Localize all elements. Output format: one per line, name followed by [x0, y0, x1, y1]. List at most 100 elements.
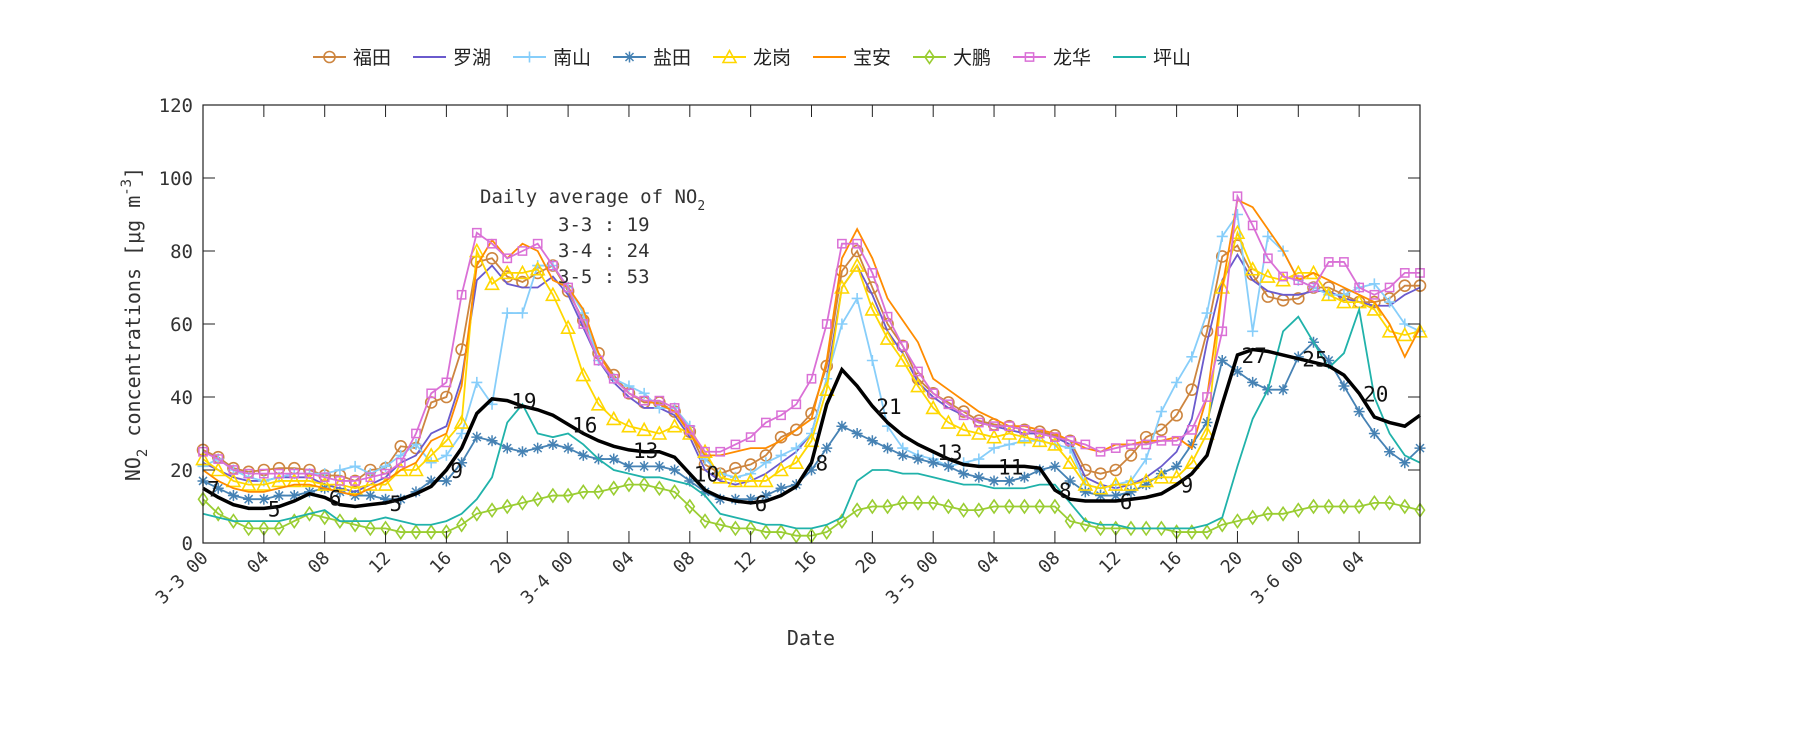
data-point [301, 472, 318, 488]
data-point [304, 505, 315, 522]
data-point [471, 505, 483, 522]
data-point [1047, 436, 1063, 451]
y-axis-label: NO2 concentrations [μg m-3] [119, 167, 151, 481]
data-point [758, 472, 774, 488]
data-point [608, 480, 620, 497]
data-point [788, 454, 805, 469]
data-point [1320, 286, 1337, 302]
data-point [666, 418, 683, 433]
data-point [577, 449, 589, 461]
data-point [364, 490, 376, 502]
data-point [1062, 454, 1078, 469]
data-point [760, 524, 772, 540]
series-龙岗 [195, 224, 1428, 495]
data-point [1247, 376, 1259, 388]
mean-data-label: 21 [876, 395, 901, 419]
mean-data-label: 7 [207, 477, 220, 501]
series-line [202, 198, 1421, 497]
data-point [380, 493, 392, 505]
legend-item-南山: 南山 [513, 47, 591, 69]
data-point [1339, 257, 1349, 267]
y-tick-label: 80 [170, 241, 193, 263]
data-point [256, 476, 272, 491]
data-point [547, 438, 559, 450]
x-tick-label: 3-3 00 [152, 548, 213, 609]
data-point [456, 457, 468, 469]
data-point [638, 460, 650, 472]
data-point [715, 446, 726, 457]
daily-average-annotation: Daily average of NO2 3-3 : 19 3-4 : 24 3… [480, 186, 705, 288]
data-point [425, 524, 437, 540]
data-point [669, 464, 681, 476]
data-point [851, 428, 863, 439]
data-point [1277, 384, 1289, 396]
series-line [202, 340, 1421, 501]
data-point [1338, 380, 1350, 392]
data-point [730, 439, 741, 450]
data-point [1368, 428, 1380, 439]
data-point [438, 432, 455, 448]
legend-marker [721, 48, 738, 64]
data-point [760, 417, 771, 428]
data-point [837, 238, 847, 249]
annotation-line-2: 3-4 : 24 [558, 240, 650, 262]
data-point [1125, 486, 1137, 498]
data-point [502, 253, 513, 264]
data-point [927, 494, 939, 511]
data-point [927, 457, 939, 469]
data-point [273, 520, 285, 537]
data-point [319, 509, 331, 526]
data-point [395, 457, 406, 468]
data-point [377, 476, 394, 491]
data-point [562, 487, 574, 504]
data-point [1354, 282, 1365, 293]
data-point [653, 480, 665, 497]
data-point [712, 469, 729, 484]
data-point [1247, 220, 1258, 231]
data-point [332, 476, 348, 491]
data-point [1064, 513, 1076, 530]
data-point [1292, 292, 1305, 305]
mean-data-label: 9 [450, 459, 463, 483]
data-point [380, 468, 391, 479]
data-point [1292, 502, 1304, 519]
data-point [988, 475, 1000, 487]
data-point [212, 505, 224, 522]
legend-item-龙华: 龙华 [1013, 47, 1091, 69]
x-tick-label: 08 [669, 548, 699, 578]
data-point [225, 472, 242, 488]
data-point [213, 454, 224, 464]
data-point [1232, 191, 1243, 202]
data-point [621, 418, 637, 433]
data-point [806, 464, 817, 476]
data-point [240, 476, 257, 491]
x-tick-label: 08 [1034, 548, 1064, 578]
data-point [532, 238, 543, 249]
data-point [897, 494, 909, 511]
data-point [440, 475, 452, 487]
data-point [790, 527, 802, 544]
data-point [973, 471, 985, 483]
legend-marker [1024, 52, 1035, 62]
data-point [790, 442, 802, 454]
data-point [578, 319, 589, 329]
data-point [1031, 432, 1048, 448]
data-point [1293, 275, 1304, 286]
data-point [514, 264, 531, 280]
data-point [882, 311, 893, 322]
data-point [425, 457, 437, 469]
data-point [395, 524, 407, 540]
data-point [684, 498, 696, 515]
data-point [926, 387, 940, 400]
data-point [1140, 520, 1152, 537]
data-point [456, 516, 468, 533]
x-axis-label: Date [787, 626, 835, 650]
legend-label: 龙华 [1053, 47, 1091, 69]
data-point [593, 483, 604, 500]
data-point [1353, 498, 1365, 515]
data-point [651, 425, 668, 440]
y-tick-label: 20 [170, 460, 193, 482]
data-point [1384, 494, 1396, 511]
data-point [243, 520, 255, 537]
mean-data-label: 25 [1302, 348, 1327, 372]
